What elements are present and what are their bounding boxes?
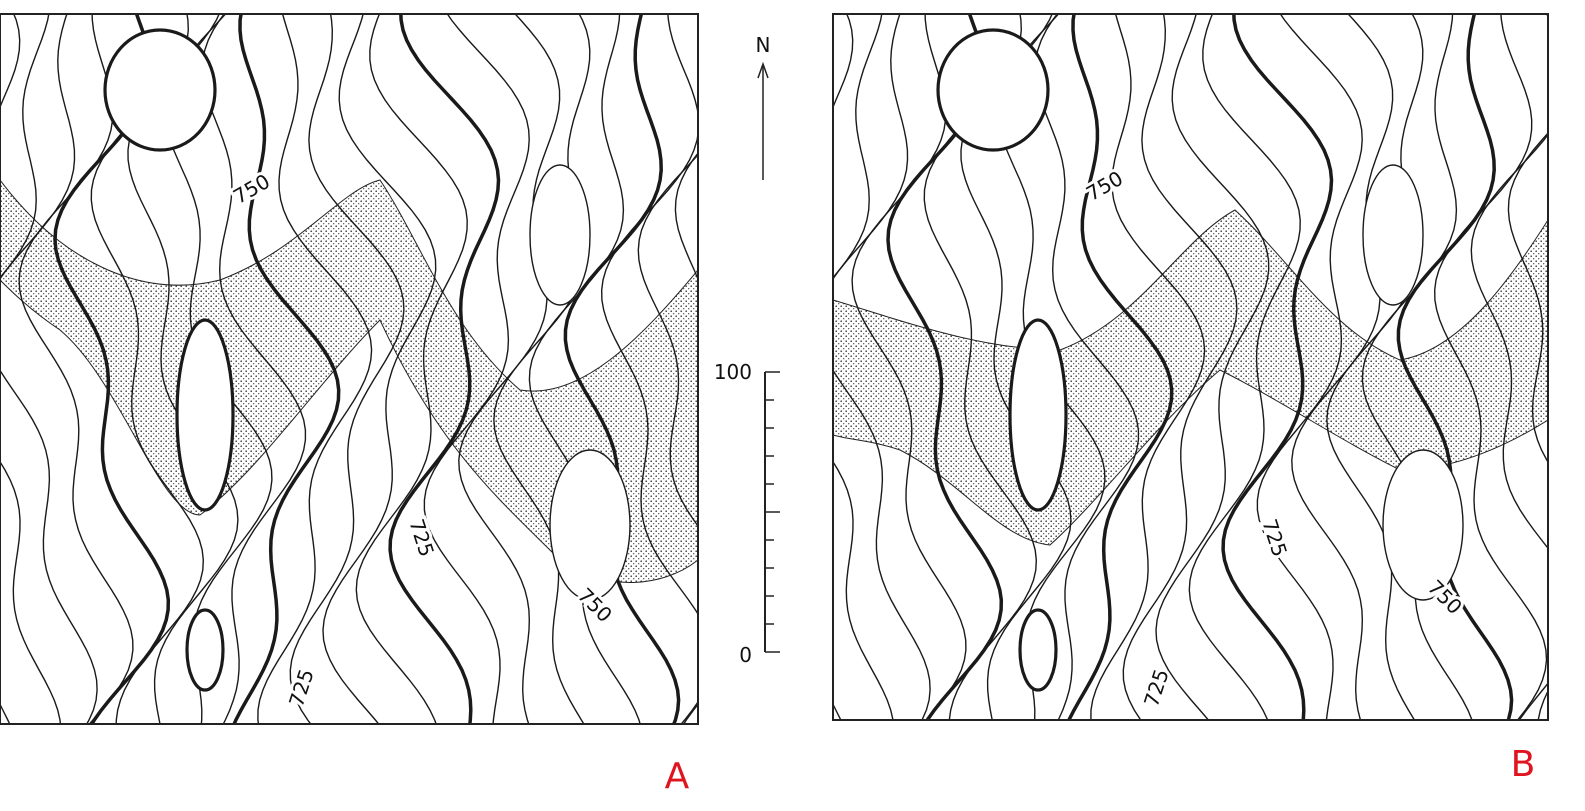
contour-line [833, 14, 931, 720]
contour-line [355, 14, 468, 724]
contour-line [1122, 14, 1238, 720]
contour-line [1326, 14, 1424, 720]
stippled-band [833, 209, 1548, 546]
contour-line [1066, 14, 1174, 720]
contour-loop [175, 318, 235, 512]
north-arrow-head [757, 61, 769, 79]
contour-line [1433, 14, 1548, 720]
contour-loop [1362, 164, 1424, 306]
contour-line [1470, 14, 1548, 720]
contour-line [1090, 14, 1206, 720]
scale-bar: 100 0 [714, 360, 780, 667]
panel-label: B [1511, 744, 1536, 785]
contour-line [1361, 14, 1473, 720]
scale-label: 100 [714, 360, 752, 384]
contour-line [1256, 14, 1363, 720]
contour-line [833, 14, 894, 720]
contour-line [1507, 132, 1548, 720]
contour-loop [1382, 449, 1464, 601]
panel-label: A [665, 756, 690, 797]
contour-line [1034, 14, 1140, 720]
contour-loop [549, 449, 631, 601]
scale-label: 0 [739, 643, 752, 667]
panel-b-frame [832, 13, 1549, 721]
contour-line [322, 14, 437, 724]
contour-line [0, 14, 98, 724]
contour-line [1221, 14, 1334, 720]
north-arrow: N [756, 33, 771, 180]
contour-line [1155, 14, 1270, 720]
panel-b-map [833, 14, 1548, 720]
contour-loop [185, 608, 225, 692]
contour-line [201, 14, 307, 724]
contour-line [257, 14, 373, 724]
north-label: N [756, 33, 771, 57]
contour-loop [1008, 318, 1068, 512]
contour-line [232, 14, 341, 724]
contour-line [851, 14, 967, 720]
contour-line [388, 14, 501, 724]
contour-line [0, 14, 62, 724]
contour-line [1396, 14, 1514, 720]
contour-line [493, 14, 591, 724]
contour-loop [103, 28, 217, 152]
contour-line [423, 14, 530, 724]
contour-loop [936, 28, 1050, 152]
contour-line [1188, 14, 1301, 720]
contour-line [528, 14, 641, 724]
panel-a-frame [0, 13, 699, 725]
contour-line [600, 14, 698, 724]
contour-line [18, 14, 134, 724]
contour-line [563, 14, 681, 724]
contour-loop [529, 164, 591, 306]
contour-line [289, 14, 405, 724]
contour-loop [1018, 608, 1058, 692]
panel-a-map [0, 14, 698, 724]
contour-line [637, 153, 698, 724]
